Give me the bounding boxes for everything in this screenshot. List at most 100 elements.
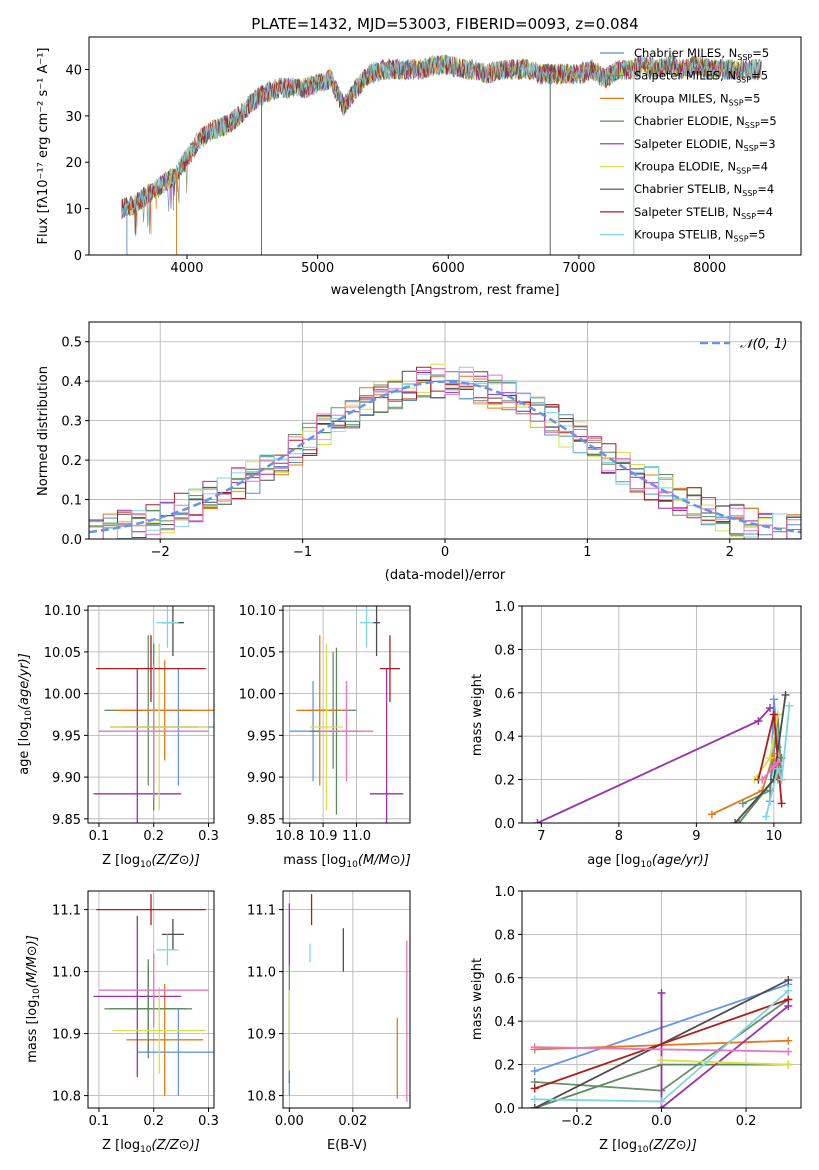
x-tick-label: 11.0 [342,829,371,844]
weight-vs-age-panel: 7 8 9 10 0.0 0.2 0.4 0.6 0.8 1.0 [494,600,802,844]
y-tick-label: 10.00 [239,688,276,703]
y-tick-label: 11.1 [247,904,276,919]
legend-label-main: Kroupa MILES, N [634,91,729,105]
x-tick-label: −2 [151,545,170,560]
y-tick-label: 11.0 [52,966,81,981]
y-tick-label: 1.0 [494,885,515,900]
weight-marker [769,695,778,704]
figure-title: PLATE=1432, MJD=53003, FIBERID=0093, z=0… [251,15,638,33]
y-tick-label: 0.0 [61,533,82,548]
axes-frame [87,890,215,1109]
weight-line [534,1046,789,1053]
x-tick-label: 7000 [562,261,595,276]
y-tick-label: 10.10 [239,604,276,619]
plot-area [121,54,762,255]
y-tick-label: 0.4 [61,375,82,390]
weight-marker [784,995,793,1004]
weight-marker [766,703,774,712]
legend-label-end: =5 [751,69,768,83]
x-tick-label: −1 [293,545,312,560]
legend-label-main: Chabrier ELODIE, N [634,114,745,128]
legend-label: Chabrier ELODIE, NSSP=5 [634,114,777,130]
mass-vs-Z-xlabel: Z [log10(Z/Z⊙)] [102,1138,200,1155]
legend-label: Kroupa STELIB, NSSP=5 [634,228,765,244]
x-tick-label: 0.00 [275,1114,304,1129]
weight-marker [731,819,740,823]
legend-label-sub: SSP [734,235,749,244]
y-tick-label: 0.8 [494,928,515,943]
age-vs-mass-panel: 10.8 10.9 11.0 9.85 9.90 9.95 10.00 10.05 10.10 [239,604,411,844]
x-tick-label: 10.8 [275,829,304,844]
weight-marker [530,1067,539,1076]
y-tick-label: 30 [65,110,82,125]
y-tick-label: 10.8 [247,1090,276,1105]
legend-label: Kroupa ELODIE, NSSP=4 [634,160,768,176]
weight-marker [530,1043,539,1052]
x-tick-label: −0.2 [561,1114,593,1129]
age-ylabel: age [log10(age/yr)] [17,653,34,775]
weight-marker [777,775,786,784]
y-tick-label: 0.5 [61,336,82,351]
y-tick-label: 10.00 [44,688,81,703]
y-tick-label: 0.2 [494,774,515,789]
weight-marker [754,717,763,726]
y-tick-label: 1.0 [494,600,515,615]
weight-vs-Z-xlabel: Z [log10(Z/Z⊙)] [599,1138,697,1155]
legend-label-sub: SSP [745,121,760,130]
legend-label-end: =5 [752,46,769,60]
x-tick-label: 6000 [432,261,465,276]
legend-label: Kroupa MILES, NSSP=5 [634,91,760,107]
y-tick-label: 0.6 [494,972,515,987]
weight-line [534,998,789,1090]
plot-area [288,894,408,1102]
x-tick-label: 8000 [693,261,726,276]
y-tick-label: 10.05 [44,646,81,661]
legend-label-sub: SSP [737,53,752,62]
y-tick-label: 9.90 [52,771,81,786]
y-tick-label: 0.4 [494,730,515,745]
legend-label-main: Chabrier MILES, N [634,46,737,60]
weight-vs-metallicity-panel: −0.2 0.0 0.2 0.0 0.2 0.4 0.6 0.8 1.0 [494,885,802,1129]
legend-label-sub: SSP [729,98,744,107]
y-tick-label: 9.95 [247,729,276,744]
x-tick-label: 0.3 [198,829,219,844]
weight-marker [773,758,782,767]
normal-reference-curve [89,380,801,534]
weight-marker [784,986,793,995]
mass-vs-ebv-xlabel: E(B-V) [327,1138,367,1153]
x-tick-label: 0.0 [651,1114,672,1129]
y-tick-label: 0.8 [494,643,515,658]
legend-label-main: Kroupa ELODIE, N [634,160,736,174]
y-tick-label: 40 [65,63,82,78]
residuals-xlabel: (data-model)/error [385,568,506,583]
plot-area [289,606,404,823]
y-tick-label: 0.6 [494,687,515,702]
y-tick-label: 10.8 [52,1090,81,1105]
axes-frame [88,36,802,256]
weight-marker [533,819,542,823]
weight-marker [784,1036,793,1045]
residuals-panel: −2 −1 0 1 2 0.0 0.1 0.2 0.3 0.4 0.5 𝒩(0, 1) [61,321,802,560]
y-tick-label: 0 [74,249,82,264]
legend-label-main: Salpeter STELIB, N [634,205,741,219]
y-tick-label: 0.2 [61,454,82,469]
y-tick-label: 9.85 [247,813,276,828]
weight-marker [777,799,786,808]
y-tick-label: 10 [65,203,82,218]
legend-label: Salpeter STELIB, NSSP=4 [634,205,773,221]
y-tick-label: 11.0 [247,966,276,981]
legend-label-sub: SSP [744,144,759,153]
residuals-ylabel: Normed distribution [36,366,51,496]
y-tick-label: 10.10 [44,604,81,619]
age-vs-metallicity-panel: 0.1 0.2 0.3 9.85 9.90 9.95 10.00 10.05 10.10 [44,604,219,844]
y-tick-label: 0.3 [61,415,82,430]
legend-label: Salpeter ELODIE, NSSP=3 [634,137,776,153]
legend-label-end: =5 [744,91,761,105]
weight-marker [785,701,794,710]
legend-label-sub: SSP [736,76,751,85]
legend-label-main: Chabrier STELIB, N [634,182,742,196]
legend-label-end: =5 [749,228,766,242]
legend-label: Chabrier STELIB, NSSP=4 [634,182,774,198]
axes-frame [282,890,411,1109]
